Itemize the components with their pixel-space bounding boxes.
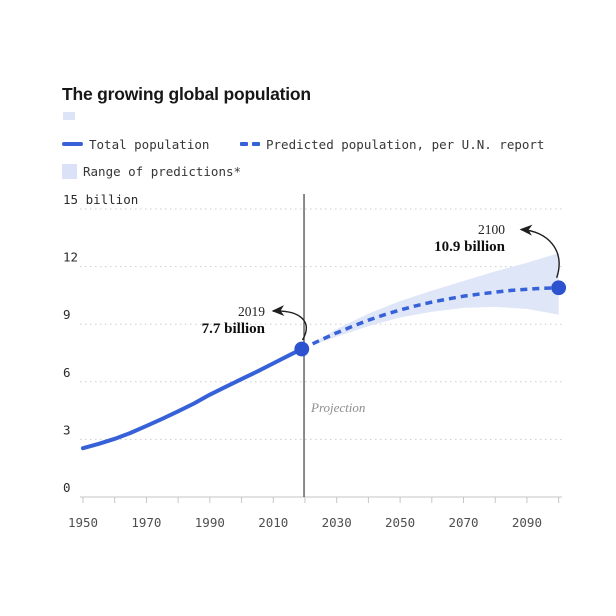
arrow-to-2100-label: [519, 224, 560, 278]
y-axis-label-0: 0: [63, 480, 71, 495]
legend-label-total: Total population: [89, 136, 210, 152]
range-legend-swatch: [62, 163, 77, 179]
y-axis-label-6: 6: [63, 365, 71, 380]
arrow-to-2019-label: [271, 305, 307, 341]
y-axis-label-12: 12: [63, 250, 78, 265]
annotation-2019: 2019 7.7 billion: [202, 304, 265, 338]
data-point-2100: [551, 280, 567, 296]
dashed-line-legend-mark: [240, 142, 260, 146]
annotation-2019-value: 7.7 billion: [201, 321, 265, 337]
legend-item-predicted: Predicted population, per U.N. report: [240, 136, 544, 152]
annotation-2100: 2100 10.9 billion: [434, 222, 505, 256]
x-axis-label-2090: 2090: [512, 515, 542, 530]
data-point-2019: [294, 341, 310, 357]
x-axis-label-1990: 1990: [195, 515, 225, 530]
predicted-population-line: [301, 285, 559, 351]
prediction-range-band: [317, 253, 559, 344]
y-axis-label-15: 15 billion: [63, 192, 138, 207]
y-axis-label-9: 9: [63, 307, 71, 322]
x-axis-label-2010: 2010: [258, 515, 288, 530]
solid-line-legend-mark: [62, 142, 83, 146]
annotation-2100-value: 10.9 billion: [434, 239, 505, 255]
x-axis-label-2070: 2070: [448, 515, 478, 530]
annotation-2019-year: 2019: [238, 304, 265, 319]
y-axis-label-3: 3: [63, 422, 71, 437]
x-axis-label-1950: 1950: [68, 515, 98, 530]
legend-item-range: Range of predictions*: [62, 163, 241, 179]
x-axis-label-2050: 2050: [385, 515, 415, 530]
annotation-2100-year: 2100: [478, 222, 505, 237]
total-population-line: [81, 346, 304, 451]
chart-title: The growing global population: [62, 84, 311, 104]
x-axis-label-2030: 2030: [322, 515, 352, 530]
legend-label-range: Range of predictions*: [83, 163, 242, 179]
projection-label: Projection: [311, 400, 366, 415]
x-axis-label-1970: 1970: [131, 515, 161, 530]
legend-item-total: Total population: [62, 136, 209, 152]
legend-artifact-swatch: [63, 112, 75, 120]
legend-label-predicted: Predicted population, per U.N. report: [266, 136, 545, 152]
